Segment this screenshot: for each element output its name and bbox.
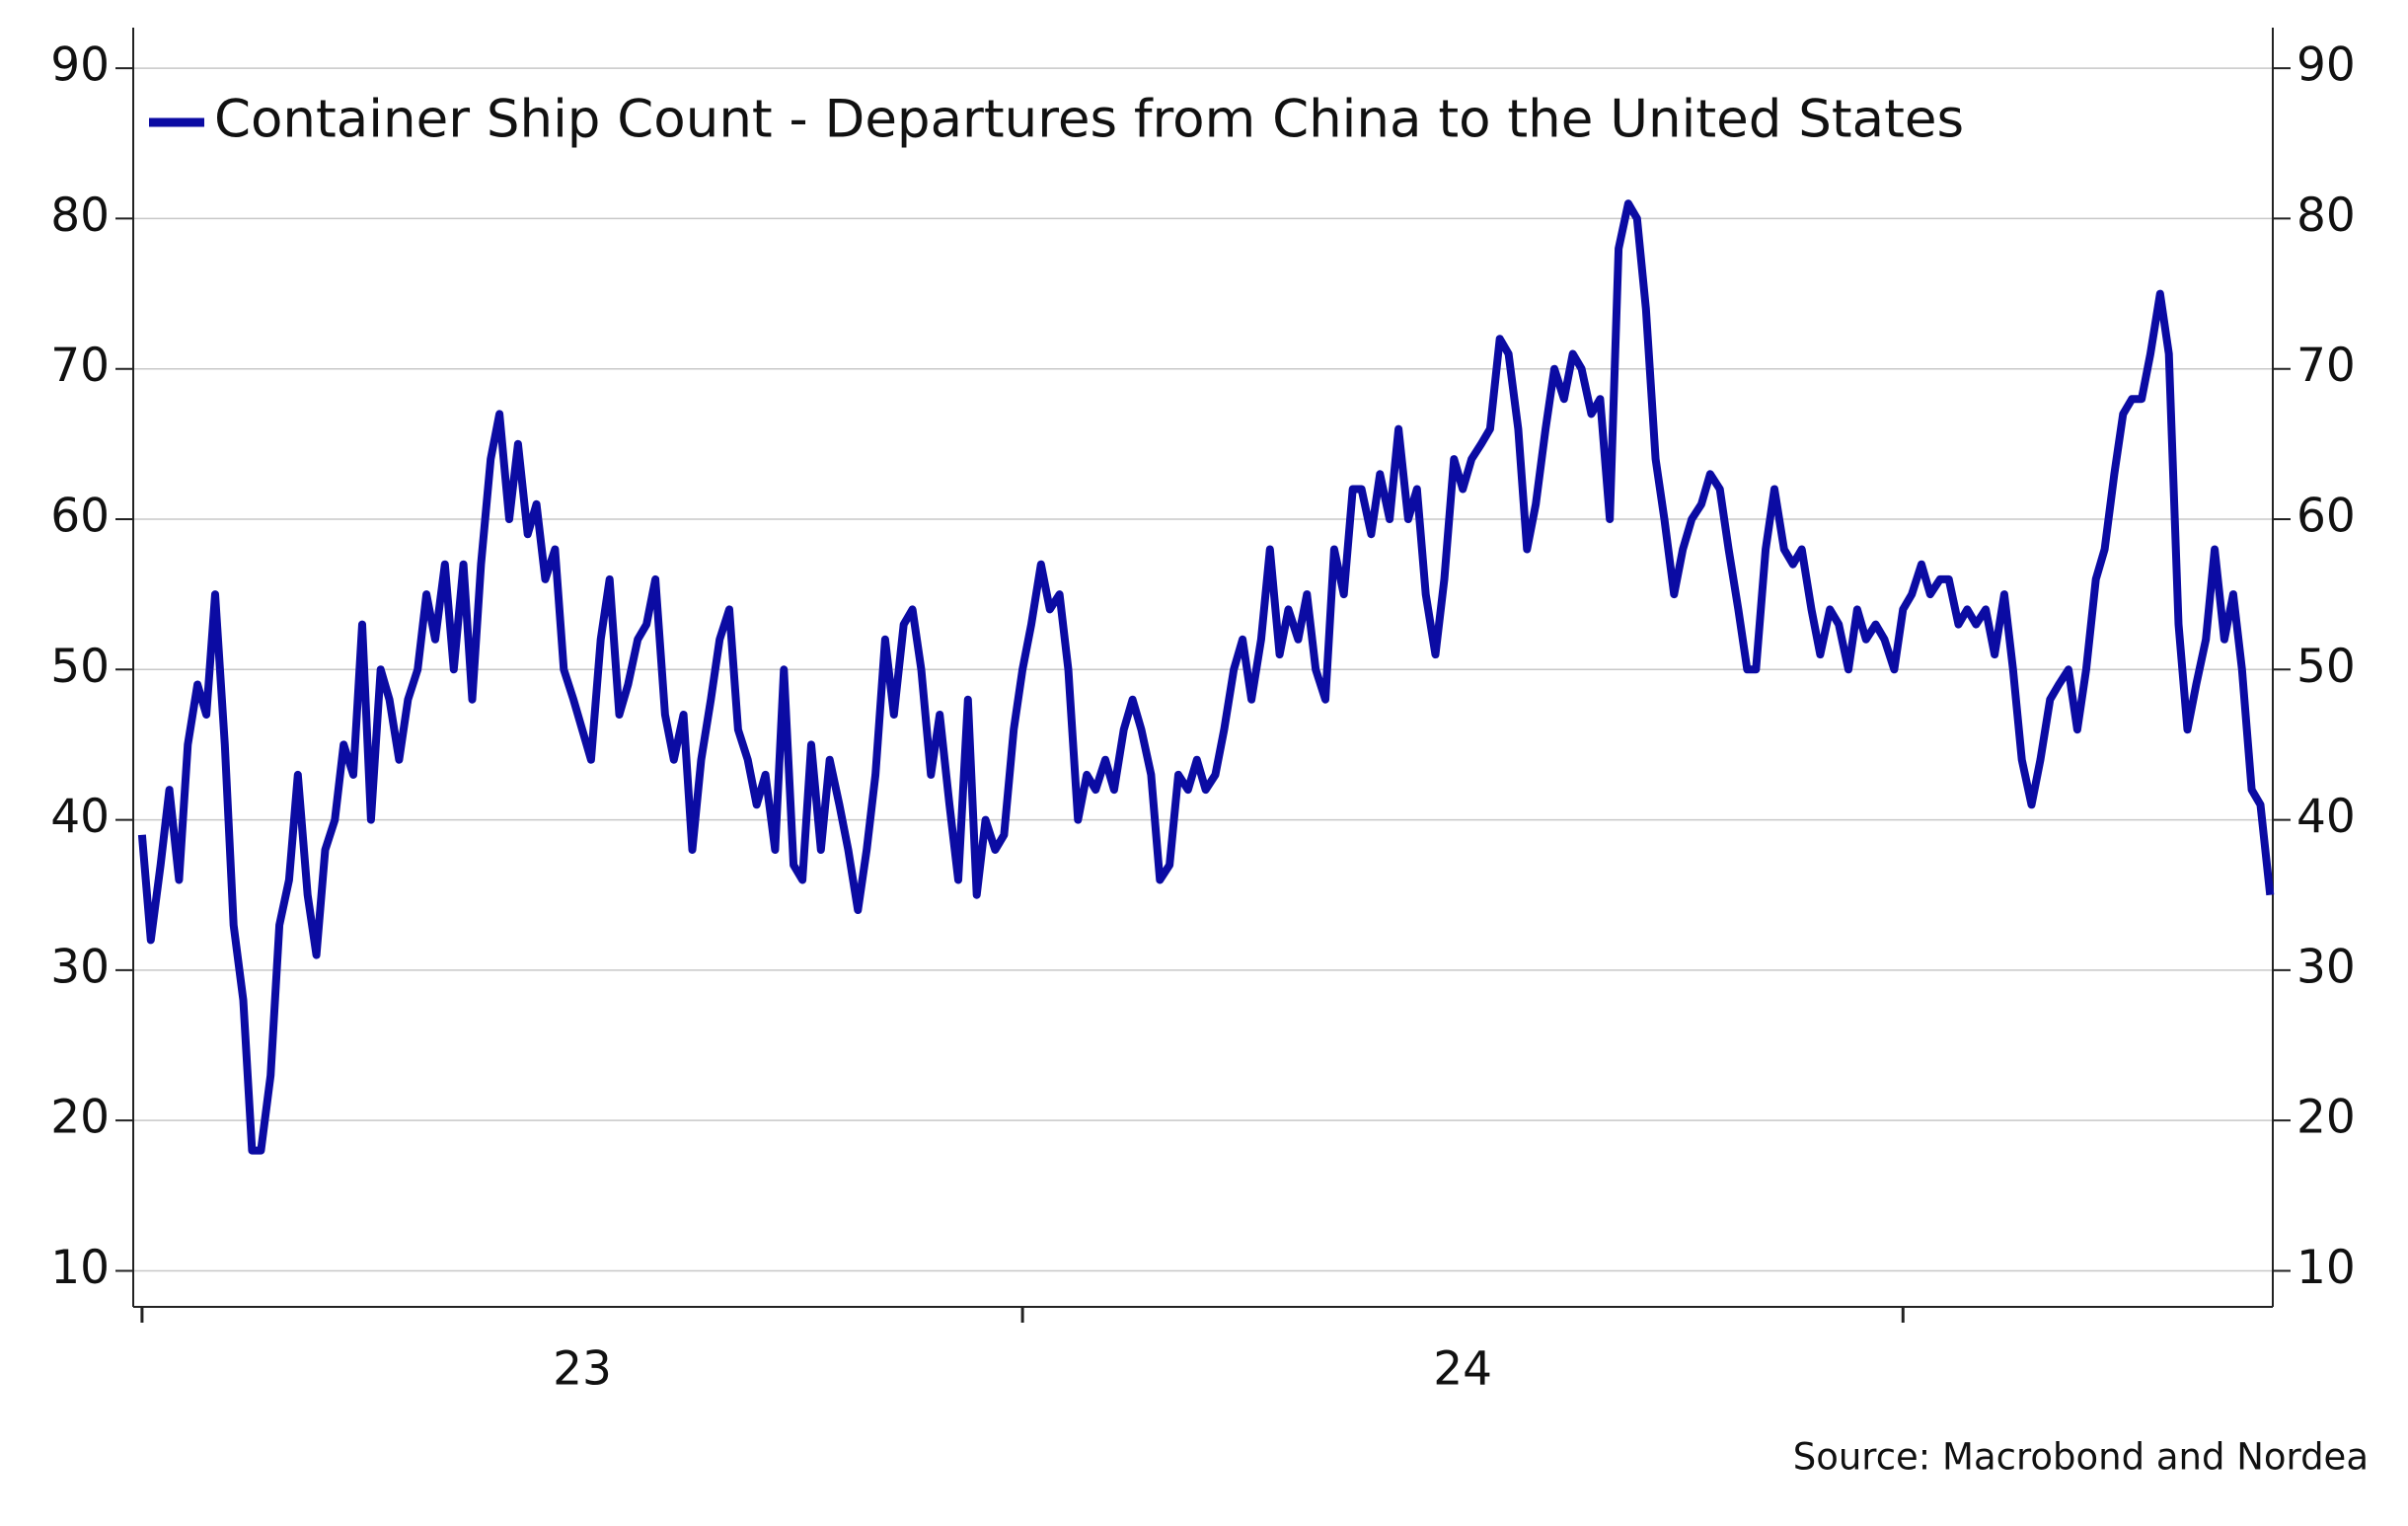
x-tick-label: 24 [1433,1342,1492,1397]
y2-tick-label: 80 [2296,189,2356,243]
y-tick-label: 80 [50,189,110,243]
y-tick-label: 90 [50,38,110,93]
y2-tick-label: 20 [2296,1091,2356,1145]
y-tick-label: 70 [50,339,110,393]
y2-tick-label: 50 [2296,640,2356,694]
y2-tick-label: 70 [2296,339,2356,393]
y-tick-label: 40 [50,790,110,844]
y2-tick-label: 30 [2296,940,2356,994]
data-line [137,199,2275,1155]
y2-tick-label: 40 [2296,790,2356,844]
y2-tick-label: 90 [2296,38,2356,93]
legend-label: Container Ship Count - Departures from C… [214,90,1964,150]
y-tick-label: 50 [50,640,110,694]
y2-tick-label: 10 [2296,1241,2356,1295]
y-tick-label: 30 [50,940,110,994]
x-tick-label: 23 [553,1342,612,1397]
source-note: Source: Macrobond and Nordea [1793,1436,2369,1479]
y2-tick-label: 60 [2296,489,2356,543]
y-tick-label: 60 [50,489,110,543]
y-tick-label: 10 [50,1241,110,1295]
y-tick-label: 20 [50,1091,110,1145]
